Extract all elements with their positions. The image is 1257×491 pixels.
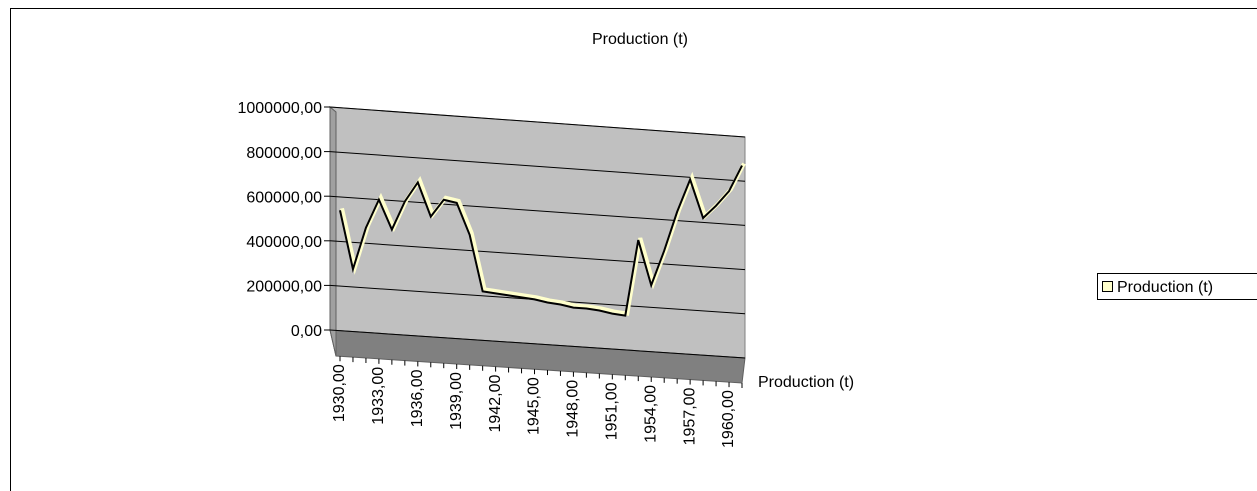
- x-tick-label: 1933,00: [370, 367, 387, 425]
- legend-label: Production (t): [1117, 279, 1213, 296]
- y-tick-label: 200000,00: [246, 279, 322, 296]
- side-wall: [329, 105, 337, 357]
- grid-line: [329, 329, 746, 359]
- y-tick-label: 600000,00: [246, 189, 322, 206]
- back-wall: [329, 106, 746, 359]
- x-tick-label: 1939,00: [448, 372, 465, 430]
- y-tick-label: 400000,00: [246, 234, 322, 251]
- x-tick-label: 1942,00: [487, 375, 504, 433]
- chart-title: Production (t): [592, 31, 688, 48]
- grid-line: [329, 151, 746, 182]
- y-tick-label: 800000,00: [246, 145, 322, 162]
- legend-swatch: [1102, 281, 1113, 292]
- x-tick-label: 1930,00: [331, 364, 348, 422]
- y-tick-label: 1000000,00: [237, 100, 322, 117]
- x-tick-label: 1936,00: [409, 369, 426, 427]
- x-tick-label: 1957,00: [681, 387, 698, 445]
- x-tick-label: 1954,00: [642, 385, 659, 443]
- grid-line: [329, 106, 746, 138]
- x-tick-label: 1951,00: [604, 382, 621, 440]
- series-line: [339, 165, 743, 317]
- x-tick-label: 1960,00: [720, 390, 737, 448]
- x-tick-label: 1948,00: [565, 380, 582, 438]
- grid-line: [329, 240, 746, 271]
- x-tick-label: 1945,00: [526, 377, 543, 435]
- legend: [1097, 273, 1257, 300]
- y-tick-label: 0,00: [291, 323, 322, 340]
- depth-axis-label: Production (t): [758, 374, 854, 391]
